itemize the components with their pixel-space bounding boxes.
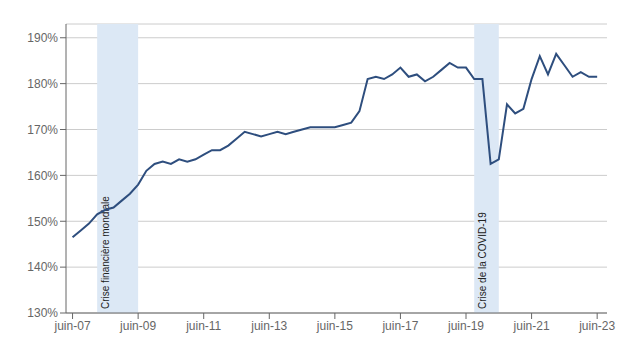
- svg-text:juin-13: juin-13: [250, 319, 287, 333]
- svg-text:130%: 130%: [27, 306, 58, 320]
- svg-text:180%: 180%: [27, 77, 58, 91]
- svg-text:juin-07: juin-07: [54, 319, 91, 333]
- svg-text:160%: 160%: [27, 169, 58, 183]
- svg-text:140%: 140%: [27, 260, 58, 274]
- svg-text:juin-15: juin-15: [316, 319, 353, 333]
- svg-text:juin-21: juin-21: [513, 319, 550, 333]
- svg-text:juin-17: juin-17: [381, 319, 418, 333]
- svg-text:Crise financière mondiale: Crise financière mondiale: [100, 196, 112, 309]
- svg-text:170%: 170%: [27, 123, 58, 137]
- svg-text:juin-23: juin-23: [578, 319, 615, 333]
- svg-text:150%: 150%: [27, 215, 58, 229]
- svg-text:juin-19: juin-19: [447, 319, 484, 333]
- svg-text:juin-09: juin-09: [119, 319, 156, 333]
- svg-text:Crise de la COVID-19: Crise de la COVID-19: [477, 212, 488, 309]
- svg-text:juin-11: juin-11: [185, 319, 221, 333]
- svg-text:190%: 190%: [27, 31, 58, 45]
